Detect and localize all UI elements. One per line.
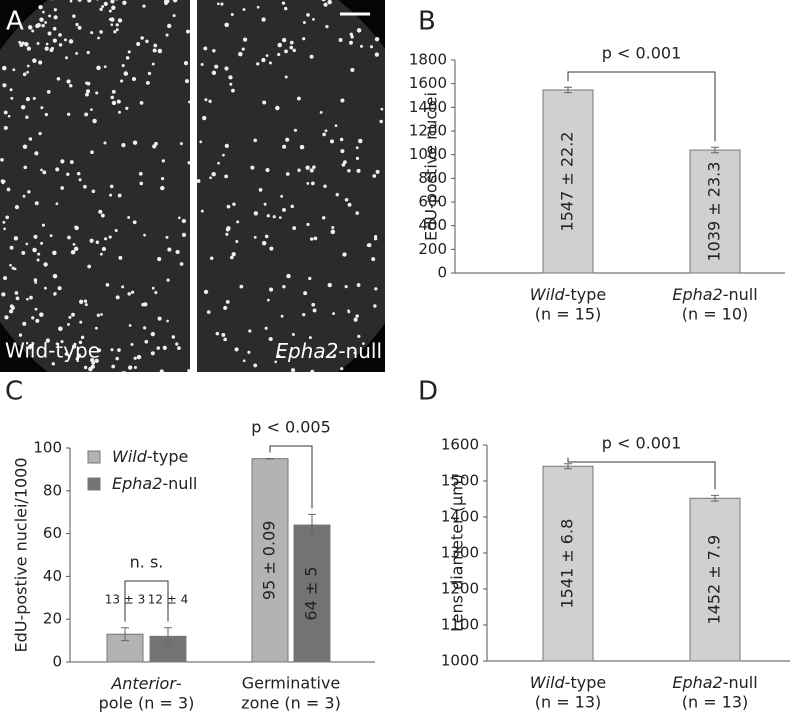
x-tick-label: zone (n = 3) — [241, 694, 341, 713]
x-tick-label: Anterior- — [110, 674, 181, 693]
y-tick-label: 400 — [418, 216, 447, 234]
y-tick-label: 100 — [33, 439, 62, 457]
value-label: 64 ± 5 — [302, 566, 321, 620]
x-tick-label: (n = 15) — [535, 305, 602, 324]
y-tick-label: 1200 — [441, 580, 479, 598]
panel-letter: B — [418, 7, 436, 37]
x-tick-label: Germinative — [242, 674, 341, 693]
y-tick-label: 20 — [43, 610, 62, 628]
annotation: p < 0.005 — [251, 418, 331, 437]
y-tick-label: 1000 — [441, 652, 479, 670]
bar — [689, 149, 741, 274]
x-tick-label: (n = 13) — [535, 693, 602, 712]
bracket — [269, 445, 313, 509]
x-tick-label: Wild-type — [530, 285, 606, 304]
bar — [689, 497, 741, 662]
bar — [542, 465, 594, 662]
legend-swatch — [87, 450, 101, 464]
y-tick-label: 60 — [43, 524, 62, 542]
annotation: p < 0.001 — [602, 434, 682, 453]
value-label: 1541 ± 6.8 — [558, 519, 577, 609]
legend-label: Wild-type — [112, 447, 188, 466]
y-tick-label: 1000 — [409, 145, 447, 163]
bracket — [124, 580, 169, 622]
y-tick-label: 1800 — [409, 51, 447, 69]
error-bar — [308, 513, 316, 537]
micrograph — [0, 0, 385, 372]
error-bar — [164, 627, 172, 646]
y-tick-label: 200 — [418, 240, 447, 258]
panel-letter: D — [418, 377, 438, 407]
y-tick-label: 1100 — [441, 616, 479, 634]
bracket — [567, 457, 716, 490]
value-label: 95 ± 0.09 — [260, 521, 279, 601]
x-tick-label: Epha2-null — [672, 285, 757, 304]
y-tick-label: 1600 — [409, 74, 447, 92]
bar — [293, 524, 331, 663]
error-bar — [121, 627, 129, 642]
annotation: n. s. — [130, 553, 164, 572]
y-tick-label: 0 — [437, 264, 447, 282]
y-tick-label: 0 — [52, 653, 62, 671]
y-tick-label: 1400 — [441, 508, 479, 526]
x-tick-label: Wild-type — [530, 673, 606, 692]
error-bar — [564, 86, 572, 94]
annotation: p < 0.001 — [602, 44, 682, 63]
error-bar — [564, 463, 572, 470]
y-tick-label: 1500 — [441, 472, 479, 490]
bar — [251, 458, 289, 663]
error-bar — [711, 146, 719, 154]
y-axis-label: Lens diameter (μm) — [448, 474, 467, 632]
x-tick-label: (n = 13) — [682, 693, 749, 712]
y-tick-label: 1400 — [409, 98, 447, 116]
y-axis-label: EdU-postive nuclei — [422, 92, 441, 241]
y-tick-label: 80 — [43, 481, 62, 499]
y-tick-label: 40 — [43, 567, 62, 585]
image-label: Wild-type — [5, 339, 100, 363]
y-tick-label: 1600 — [441, 436, 479, 454]
x-tick-label: pole (n = 3) — [99, 694, 195, 713]
error-bar — [711, 494, 719, 502]
value-label: 1547 ± 22.2 — [558, 132, 577, 232]
y-tick-label: 1300 — [441, 544, 479, 562]
bracket — [567, 71, 716, 142]
x-tick-label: (n = 10) — [682, 305, 749, 324]
x-tick-label: Epha2-null — [672, 673, 757, 692]
panel-letter: A — [6, 7, 24, 37]
y-axis-label: EdU-postive nuclei/1000 — [12, 457, 31, 652]
y-tick-label: 600 — [418, 193, 447, 211]
legend-swatch — [87, 477, 101, 491]
legend-label: Epha2-null — [112, 474, 197, 493]
y-tick-label: 800 — [418, 169, 447, 187]
y-tick-label: 1200 — [409, 122, 447, 140]
image-label: Epha2-null — [275, 339, 382, 363]
panel-letter: C — [5, 377, 23, 407]
value-label: 1452 ± 7.9 — [705, 535, 724, 625]
value-label: 1039 ± 23.3 — [705, 162, 724, 262]
